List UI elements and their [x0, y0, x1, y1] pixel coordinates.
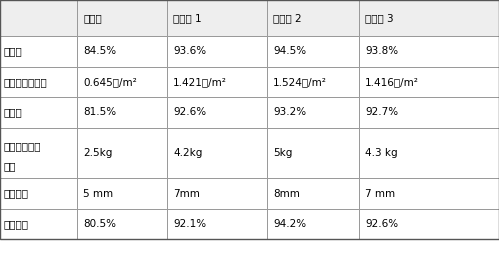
Text: 92.6%: 92.6% — [365, 219, 398, 229]
Text: 5kg: 5kg — [273, 148, 292, 158]
Text: 7mm: 7mm — [173, 189, 200, 198]
Bar — [359, 0, 499, 36]
Text: 1.524只/m²: 1.524只/m² — [273, 77, 327, 87]
Bar — [359, 36, 499, 66]
Text: 产量: 产量 — [4, 161, 16, 171]
Text: 1.416只/m²: 1.416只/m² — [365, 77, 419, 87]
Bar — [167, 209, 267, 239]
Text: 授粉率: 授粉率 — [4, 46, 23, 56]
Text: 81.5%: 81.5% — [83, 107, 116, 117]
Text: 7 mm: 7 mm — [365, 189, 395, 198]
Text: 80.5%: 80.5% — [83, 219, 116, 229]
Text: 座果率: 座果率 — [4, 107, 23, 117]
Bar — [77, 209, 167, 239]
Text: 0.645只/m²: 0.645只/m² — [83, 77, 137, 87]
Text: 鲜果直径: 鲜果直径 — [4, 189, 29, 198]
Text: 94.2%: 94.2% — [273, 219, 306, 229]
Bar — [167, 97, 267, 128]
Bar — [359, 66, 499, 97]
Text: 93.8%: 93.8% — [365, 46, 398, 56]
Bar — [267, 0, 359, 36]
Bar — [0, 66, 77, 97]
Bar — [0, 209, 77, 239]
Text: 2.5kg: 2.5kg — [83, 148, 113, 158]
Text: 92.7%: 92.7% — [365, 107, 398, 117]
Bar — [167, 36, 267, 66]
Bar — [0, 128, 77, 178]
Bar — [359, 178, 499, 209]
Bar — [77, 128, 167, 178]
Text: 对照组: 对照组 — [83, 13, 102, 23]
Text: 93.2%: 93.2% — [273, 107, 306, 117]
Bar — [167, 66, 267, 97]
Text: 实施例 1: 实施例 1 — [173, 13, 202, 23]
Bar — [267, 128, 359, 178]
Text: 92.6%: 92.6% — [173, 107, 206, 117]
Text: 5 mm: 5 mm — [83, 189, 113, 198]
Text: 商品果率: 商品果率 — [4, 219, 29, 229]
Text: 4.2kg: 4.2kg — [173, 148, 203, 158]
Text: 实施例 2: 实施例 2 — [273, 13, 301, 23]
Bar — [267, 209, 359, 239]
Text: 单株鲜果平均: 单株鲜果平均 — [4, 141, 41, 151]
Bar — [167, 0, 267, 36]
Bar — [267, 97, 359, 128]
Bar — [77, 36, 167, 66]
Bar — [77, 66, 167, 97]
Text: 1.421只/m²: 1.421只/m² — [173, 77, 227, 87]
Text: 实施例 3: 实施例 3 — [365, 13, 394, 23]
Text: 93.6%: 93.6% — [173, 46, 206, 56]
Text: 8mm: 8mm — [273, 189, 300, 198]
Bar — [359, 128, 499, 178]
Text: 4.3 kg: 4.3 kg — [365, 148, 398, 158]
Bar — [167, 178, 267, 209]
Bar — [359, 97, 499, 128]
Bar — [77, 0, 167, 36]
Text: 92.1%: 92.1% — [173, 219, 206, 229]
Text: 84.5%: 84.5% — [83, 46, 116, 56]
Bar — [0, 178, 77, 209]
Bar — [267, 36, 359, 66]
Text: 94.5%: 94.5% — [273, 46, 306, 56]
Bar — [0, 0, 77, 36]
Bar — [77, 178, 167, 209]
Bar — [267, 66, 359, 97]
Bar — [359, 209, 499, 239]
Bar — [167, 128, 267, 178]
Bar — [0, 36, 77, 66]
Text: 种植区引蜂處量: 种植区引蜂處量 — [4, 77, 48, 87]
Bar — [77, 97, 167, 128]
Bar — [267, 178, 359, 209]
Bar — [0, 97, 77, 128]
